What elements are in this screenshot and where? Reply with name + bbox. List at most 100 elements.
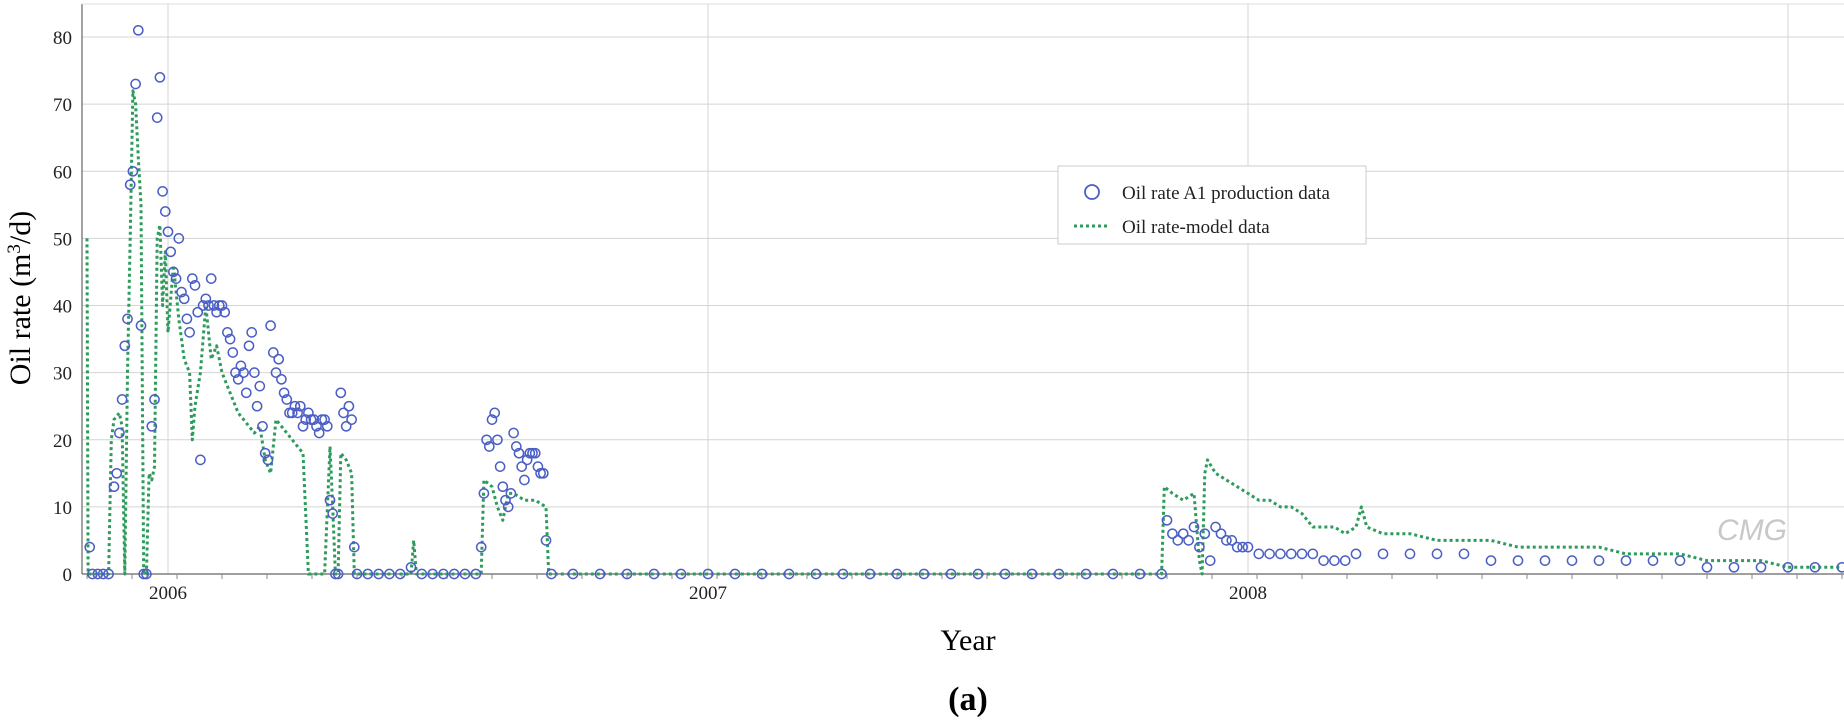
production-point <box>1339 555 1351 566</box>
production-point <box>343 400 355 412</box>
production-point <box>1231 541 1243 553</box>
production-point <box>1404 548 1416 560</box>
production-point <box>92 568 104 580</box>
production-point <box>141 568 152 580</box>
production-point <box>999 568 1011 580</box>
production-point <box>124 179 136 191</box>
production-point <box>276 373 287 385</box>
production-point <box>475 541 487 553</box>
production-point <box>246 327 258 338</box>
production-point <box>497 481 509 493</box>
production-point <box>783 568 795 580</box>
production-point <box>108 481 120 493</box>
production-point <box>346 414 357 425</box>
production-point <box>1285 548 1297 560</box>
production-point <box>729 568 741 580</box>
production-point <box>173 233 185 244</box>
production-point <box>1134 568 1146 580</box>
production-point <box>1275 548 1286 560</box>
production-point <box>259 447 271 459</box>
production-point <box>459 568 471 580</box>
y-tick-label: 30 <box>53 364 72 385</box>
production-point <box>519 474 530 486</box>
production-point <box>122 313 133 325</box>
production-point <box>289 400 301 412</box>
production-point <box>262 454 274 466</box>
production-point <box>311 420 322 432</box>
production-point <box>481 434 492 446</box>
production-point <box>273 353 285 365</box>
production-point <box>267 347 279 358</box>
production-point <box>1199 528 1211 540</box>
legend-production-label: Oil rate A1 production data <box>1122 183 1330 204</box>
y-tick-label: 60 <box>53 162 72 183</box>
production-point <box>281 394 293 405</box>
production-point <box>195 454 206 466</box>
production-point <box>483 441 495 452</box>
production-point <box>1318 555 1329 566</box>
production-point <box>1242 541 1254 553</box>
production-point <box>149 394 160 405</box>
production-point <box>1161 514 1173 526</box>
production-point <box>251 400 263 412</box>
legend-production-marker <box>1084 184 1100 200</box>
production-series <box>84 24 1844 580</box>
production-point <box>254 380 266 392</box>
production-point <box>200 293 212 305</box>
production-point <box>249 367 260 378</box>
production-point <box>1264 548 1275 560</box>
production-point <box>1080 568 1092 580</box>
legend-model-label: Oil rate-model data <box>1122 217 1270 238</box>
production-point <box>1485 555 1497 566</box>
production-point <box>348 541 360 553</box>
production-point <box>327 508 339 519</box>
production-point <box>373 568 384 580</box>
production-point <box>1431 548 1443 560</box>
production-point <box>1782 561 1794 573</box>
production-point <box>540 535 552 546</box>
production-point <box>1307 548 1319 560</box>
production-point <box>335 387 347 399</box>
production-point <box>1647 555 1659 566</box>
production-point <box>1566 555 1578 566</box>
production-point <box>157 186 168 197</box>
production-point <box>1177 528 1189 540</box>
production-point <box>1701 561 1713 573</box>
axes <box>81 3 1844 579</box>
production-point <box>159 206 171 217</box>
production-point <box>257 420 268 432</box>
production-point <box>1237 541 1248 553</box>
production-point <box>232 373 244 385</box>
y-tick-label: 0 <box>63 565 73 586</box>
legend: Oil rate A1 production data Oil rate-mod… <box>1057 165 1367 245</box>
production-point <box>351 568 363 580</box>
production-point <box>294 400 306 412</box>
production-point <box>176 286 187 298</box>
production-point <box>1728 561 1740 573</box>
production-point <box>119 340 131 352</box>
production-point <box>508 427 519 439</box>
production-point <box>162 226 174 238</box>
production-point <box>864 568 876 580</box>
production-point <box>1172 535 1184 546</box>
production-point <box>837 568 849 580</box>
legend-box <box>1057 165 1367 245</box>
production-point <box>470 568 482 580</box>
x-axis-title: Year <box>940 624 995 657</box>
production-point <box>265 320 276 331</box>
production-point <box>1253 548 1265 560</box>
production-point <box>1156 568 1167 580</box>
production-point <box>297 420 309 432</box>
production-point <box>1221 535 1232 546</box>
y-tick-label: 40 <box>53 297 72 318</box>
production-point <box>205 273 217 284</box>
x-tick-label: 2008 <box>1229 583 1267 604</box>
production-point <box>197 300 209 311</box>
production-point <box>300 414 312 425</box>
production-point <box>103 568 114 580</box>
production-point <box>1512 555 1524 566</box>
production-point <box>243 340 255 352</box>
production-point <box>486 414 498 425</box>
production-point <box>529 447 541 459</box>
